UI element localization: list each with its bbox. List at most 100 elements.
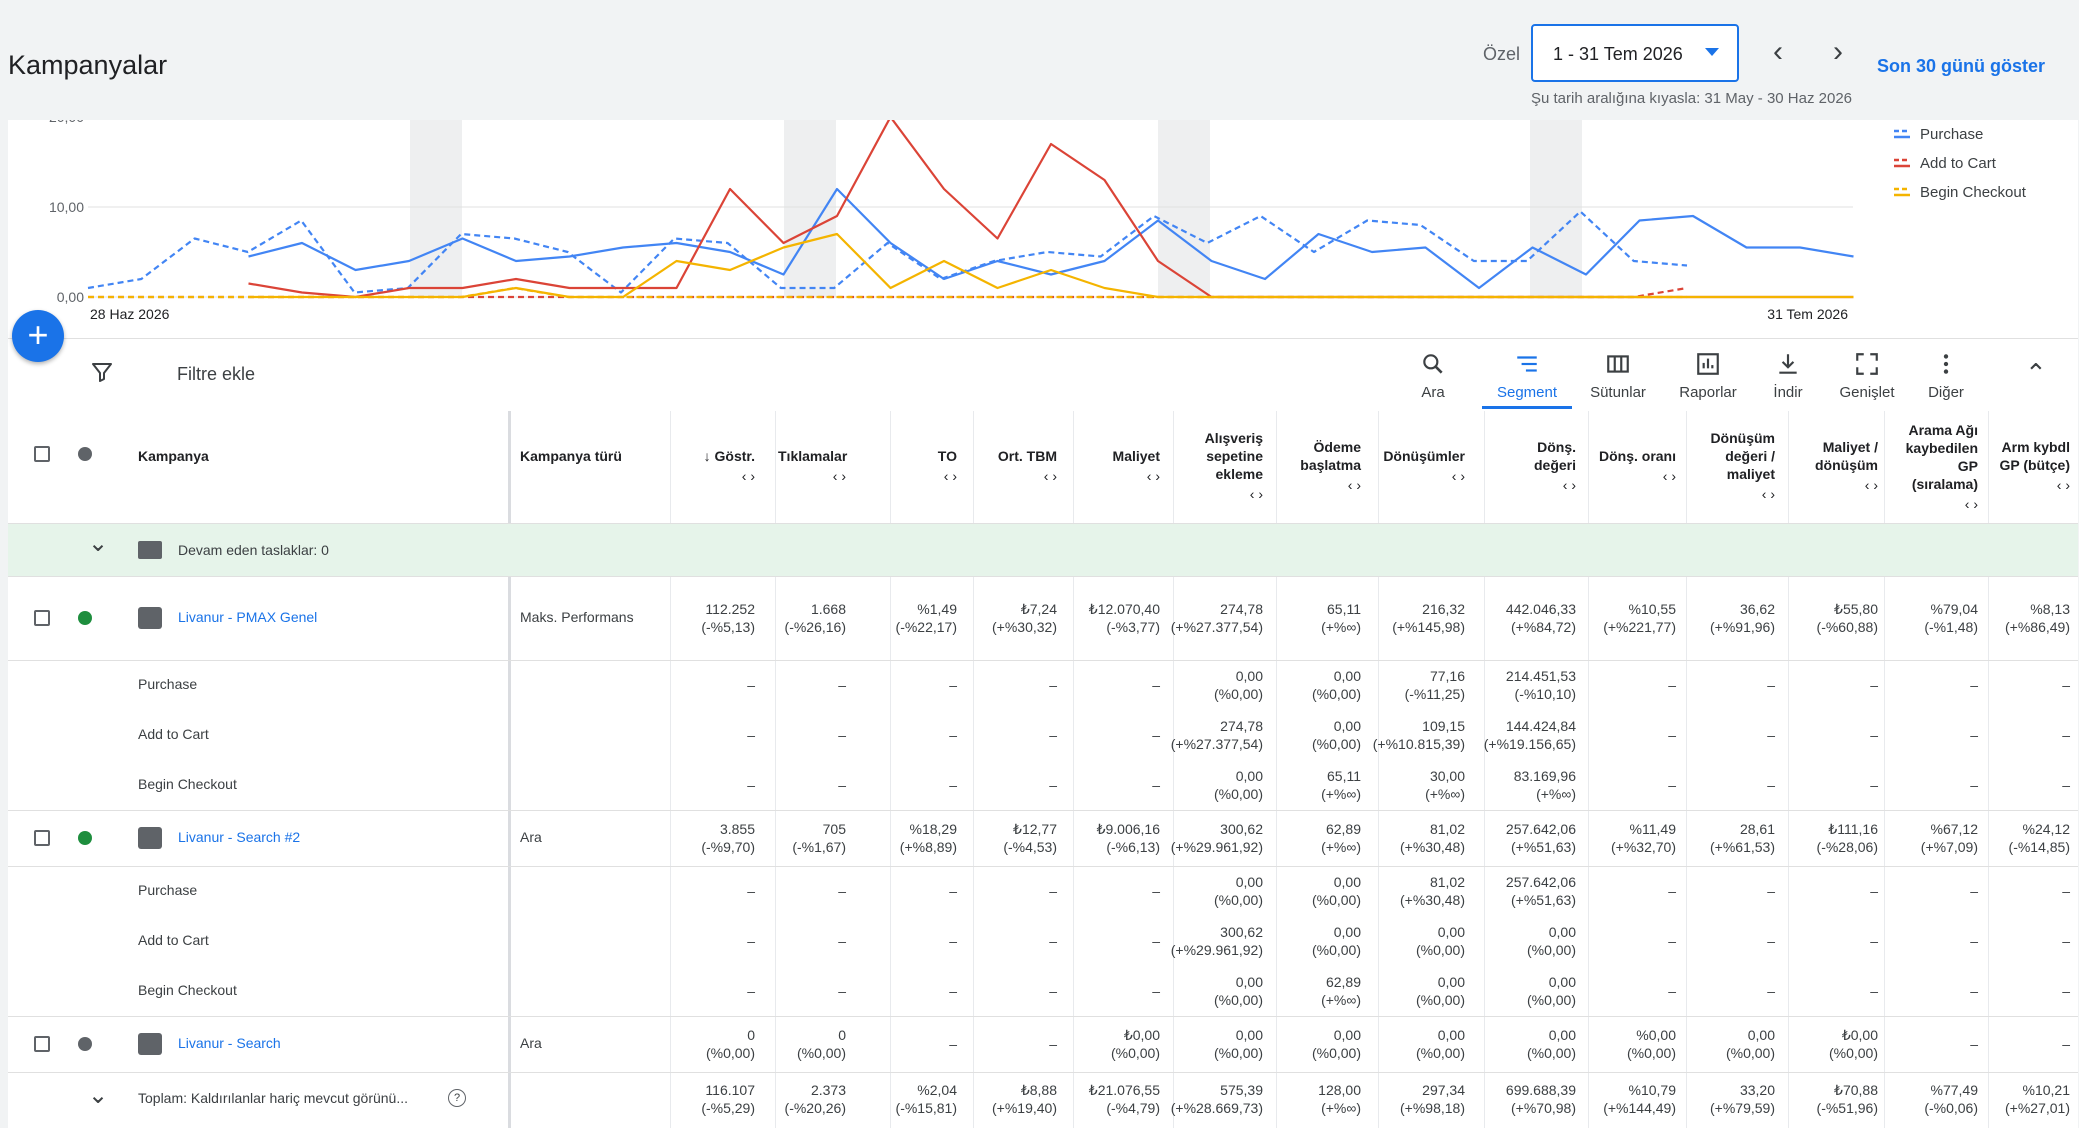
campaign-checkbox[interactable] [34,610,50,626]
metric-value: 300,62 [1220,924,1263,940]
header-label-line: Arama Ağı [1908,422,1978,438]
campaign-checkbox[interactable] [34,830,50,846]
header-dönüşümler[interactable]: Dönüşümler ‹ › [1381,447,1465,485]
metric-value: – [1870,677,1878,693]
expand-tool[interactable]: Genişlet [1822,350,1912,401]
column-separator [1484,411,1485,1128]
metric-value: 0,00 [1333,924,1361,940]
chevron-right-icon[interactable]: › [1833,35,1843,68]
campaign-name-link[interactable]: Livanur - Search #2 [178,829,301,845]
columns-tool[interactable]: Sütunlar [1573,350,1663,401]
header-dönş-oranı[interactable]: Dönş. oranı ‹ › [1591,447,1676,485]
total-expand-chevron-icon[interactable]: ⌄ [88,1082,109,1109]
campaign-name-link[interactable]: Livanur - Search [178,1035,281,1051]
header-tıklamalar[interactable]: Tıklamalar ‹ › [778,447,847,485]
more-tool[interactable]: Diğer [1901,350,1991,401]
header-campaign[interactable]: Kampanya [138,448,209,464]
filter-icon[interactable] [90,360,114,389]
campaign-name-link[interactable]: Livanur - PMAX Genel [178,609,318,625]
header-maliyet-dönüşüm[interactable]: Maliyet / dönüşüm ‹ › [1790,438,1878,494]
metric-change: (+%∞) [1321,992,1361,1008]
metric-change: (+%30,48) [1400,892,1465,908]
metric-change: (%0,00) [1526,1045,1576,1061]
expand-chevron-icon[interactable]: ⌄ [88,530,109,557]
metric-value: – [838,677,846,693]
search-tool[interactable]: Ara [1388,350,1478,401]
metric-value: – [1870,883,1878,899]
metric-value: – [2062,883,2070,899]
metric-cell: – [1826,776,1978,794]
header-ödeme-başlatma[interactable]: Ödeme başlatma ‹ › [1278,438,1361,494]
metric-value: 36,62 [1739,601,1775,617]
metric-value: 442.046,33 [1505,601,1576,617]
metric-change: (-%26,16) [784,619,846,635]
metric-value: – [1049,777,1057,793]
metric-cell: – [694,982,846,1000]
add-campaign-button[interactable]: + [12,310,64,362]
expand-icon [1822,350,1912,378]
metric-value: – [838,983,846,999]
segment-tool[interactable]: Segment [1482,350,1572,401]
status-dot[interactable] [78,831,92,845]
header-dönş-değeri[interactable]: Dönş. değeri ‹ › [1486,438,1576,494]
metric-cell: 33,20 (+%79,59) [1623,1081,1775,1117]
metric-change: (+%∞) [1321,839,1361,855]
column-resize-icon: ‹ › [1146,468,1160,484]
chevron-left-icon[interactable]: ‹ [1773,35,1783,68]
segment-label: Purchase [138,676,198,692]
metric-cell: ₺0,00 (%0,00) [1008,1026,1160,1062]
header-campaign-type[interactable]: Kampanya türü [520,448,622,464]
metric-value: 0 [838,1027,846,1043]
metric-change: (+%8,89) [899,839,957,855]
campaign-type: Maks. Performans [520,609,634,625]
metric-cell: 0,00 (%0,00) [1111,667,1263,703]
metric-value: – [1970,727,1978,743]
status-dot[interactable] [78,611,92,625]
column-separator [670,411,671,1128]
metric-change: (%0,00) [1828,1045,1878,1061]
performance-max-icon [138,607,162,629]
metric-value: 0,00 [1235,768,1263,784]
header-to[interactable]: TO ‹ › [892,447,957,485]
search-campaign-icon [138,827,162,849]
header-maliyet[interactable]: Maliyet ‹ › [1076,447,1160,485]
header-alışveriş-sepetine-ekleme[interactable]: Alışveriş sepetine ekleme ‹ › [1176,429,1263,503]
metric-value: – [949,983,957,999]
collapse-chevron-up-icon[interactable]: ⌃ [2025,358,2047,388]
header-göstr-[interactable]: ↓ Göstr. ‹ › [670,447,755,485]
help-icon[interactable]: ? [448,1089,466,1107]
metric-value: – [1767,883,1775,899]
metric-change: (-%3,77) [1106,619,1160,635]
metric-cell: – [1826,982,1978,1000]
metric-cell: 0,00 (%0,00) [1313,923,1465,959]
metric-value: – [1049,727,1057,743]
metric-cell: 0 (%0,00) [603,1026,755,1062]
metric-value: %67,12 [1930,821,1978,837]
metric-change: (-%60,88) [1816,619,1878,635]
reports-tool[interactable]: Raporlar [1663,350,1753,401]
header-arama-ağı-kaybedilen-gp-sıralama-[interactable]: Arama Ağı kaybedilen GP (sıralama) ‹ › [1886,421,1978,513]
metric-cell: ₺111,16 (-%28,06) [1726,820,1878,856]
series-line-purchase [248,187,1854,290]
header-ort-tbm[interactable]: Ort. TBM ‹ › [976,447,1057,485]
campaign-checkbox[interactable] [34,1036,50,1052]
date-range-picker[interactable]: 1 - 31 Tem 2026 [1531,24,1739,82]
drafts-label: Devam eden taslaklar: 0 [178,542,329,558]
metric-change: (+%∞) [1321,1100,1361,1116]
header-arm-kybdl-gp-bütçe-[interactable]: Arm kybdl GP (bütçe) ‹ › [1990,438,2070,494]
download-tool[interactable]: İndir [1743,350,1833,401]
metric-value: %10,55 [1628,601,1676,617]
add-filter-input[interactable]: Filtre ekle [177,364,256,384]
segment-label: Begin Checkout [138,982,237,998]
status-dot[interactable] [78,1037,92,1051]
metric-change: (-%0,06) [1924,1100,1978,1116]
metric-cell: %1,49 (-%22,17) [805,600,957,636]
metric-cell: 65,11 (+%∞) [1209,600,1361,636]
metric-change: (+%∞) [1321,619,1361,635]
header-dönüşüm-değeri-maliyet[interactable]: Dönüşüm değeri / maliyet ‹ › [1688,429,1775,503]
tool-label: İndir [1773,384,1803,401]
metric-value: – [838,777,846,793]
show-last-30-days-link[interactable]: Son 30 günü göster [1877,56,2046,76]
select-all-checkbox[interactable] [34,446,50,462]
metric-cell: – [1524,676,1676,694]
